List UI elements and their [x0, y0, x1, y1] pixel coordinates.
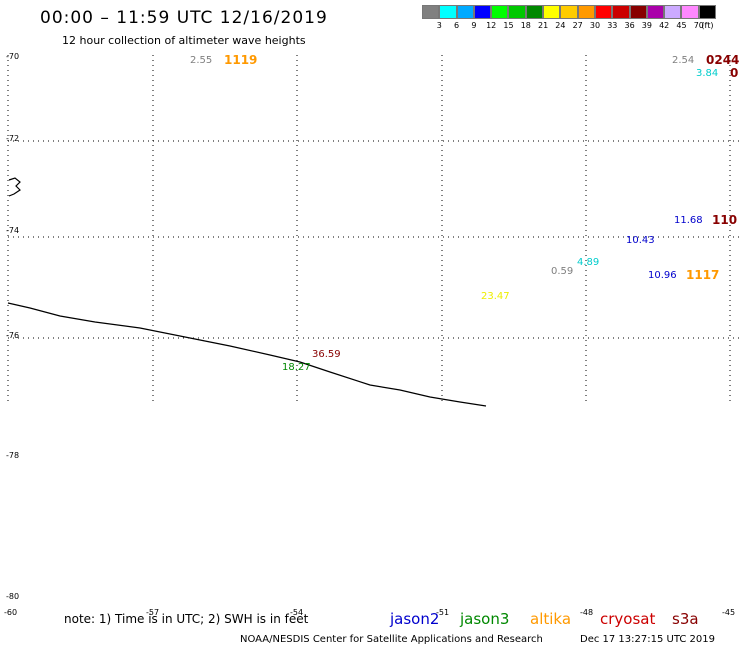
legend-tick-label: (ft)	[701, 21, 714, 30]
lat-label: -76	[6, 331, 20, 340]
legend-swatch	[594, 5, 613, 19]
legend-swatch	[508, 5, 526, 19]
island-outline	[8, 177, 21, 197]
legend-tick-label: 33	[607, 21, 618, 30]
satellite-altika: altika	[530, 610, 572, 628]
legend-swatch	[439, 5, 457, 19]
satellite-jason3: jason3	[460, 610, 510, 628]
map-title: 00:00 – 11:59 UTC 12/16/2019	[40, 8, 328, 28]
legend-tick-label: 6	[454, 21, 460, 30]
wave-height-label: 23.47	[481, 291, 510, 302]
legend-tick-label: 18	[520, 21, 531, 30]
time-label: 0244	[706, 53, 740, 67]
wave-height-label: 4.89	[577, 257, 600, 268]
wave-height-label: 2.55	[190, 55, 213, 66]
wave-height-label: 0.59	[551, 266, 574, 277]
legend-swatch	[629, 5, 647, 19]
legend-swatch	[491, 5, 509, 19]
satellite-jason2: jason2	[390, 610, 440, 628]
units-note: note: 1) Time is in UTC; 2) SWH is in fe…	[64, 612, 309, 626]
legend-tick-label: 21	[538, 21, 549, 30]
lon-label: -48	[580, 608, 594, 617]
map-subtitle: 12 hour collection of altimeter wave hei…	[62, 34, 306, 47]
longitude-gridlines	[152, 55, 731, 405]
lon-label: -54	[290, 608, 304, 617]
time-label: 0	[730, 66, 739, 80]
wave-height-label: 11.68	[674, 215, 703, 226]
wave-height-label: 18.27	[282, 362, 311, 373]
legend-swatch	[612, 5, 630, 19]
lon-label: -60	[4, 608, 18, 617]
time-label: 1117	[686, 268, 720, 282]
lon-label: -45	[722, 608, 736, 617]
legend-swatch	[543, 5, 561, 19]
lat-label: -80	[6, 592, 20, 601]
time-label: 1119	[224, 53, 258, 67]
color-legend	[422, 5, 717, 19]
lat-label: -70	[6, 52, 20, 61]
legend-tick-label: 42	[659, 21, 670, 30]
legend-swatch	[422, 5, 440, 19]
legend-swatch	[473, 5, 492, 19]
footer-source: NOAA/NESDIS Center for Satellite Applica…	[240, 634, 543, 645]
lat-label: -72	[6, 134, 20, 143]
legend-swatch	[456, 5, 474, 19]
legend-swatch	[698, 5, 717, 19]
time-label: 110	[712, 213, 738, 227]
legend-tick-label: 70	[693, 21, 704, 30]
legend-tick-label: 27	[572, 21, 583, 30]
legend-tick-label: 30	[589, 21, 601, 30]
legend-swatch	[664, 5, 682, 19]
lon-label: -57	[146, 608, 160, 617]
lat-label: -78	[6, 451, 20, 460]
legend-tick-label: 9	[471, 21, 477, 30]
legend-tick-label: 36	[624, 21, 635, 30]
coastline	[7, 302, 487, 407]
wave-height-label: 3.84	[696, 68, 719, 79]
footer-timestamp: Dec 17 13:27:15 UTC 2019	[580, 634, 715, 645]
legend-tick-label: 12	[486, 21, 497, 30]
lon-label: -51	[436, 608, 450, 617]
legend-swatch	[681, 5, 699, 19]
legend-tick-label: 3	[436, 21, 442, 30]
legend-tick-label: 39	[641, 21, 652, 30]
legend-tick-label: 24	[555, 21, 566, 30]
latitude-gridlines	[8, 140, 740, 339]
wave-height-label: 36.59	[312, 349, 341, 360]
legend-swatch	[525, 5, 544, 19]
legend-tick-labels: 3 6 9 12 15 18 21 24 27 30 33 36 39 42 45 70 (ft)	[422, 21, 722, 33]
legend-swatch	[577, 5, 595, 19]
legend-swatch	[646, 5, 665, 19]
wave-height-label: 10.43	[626, 235, 655, 246]
lat-label: -74	[6, 226, 20, 235]
legend-tick-label: 15	[503, 21, 514, 30]
satellite-cryosat: cryosat	[600, 610, 656, 628]
legend-tick-label: 45	[676, 21, 687, 30]
wave-height-label: 10.96	[648, 270, 677, 281]
wave-height-label: 2.54	[672, 55, 695, 66]
legend-swatch	[560, 5, 578, 19]
satellite-s3a: s3a	[672, 610, 699, 628]
